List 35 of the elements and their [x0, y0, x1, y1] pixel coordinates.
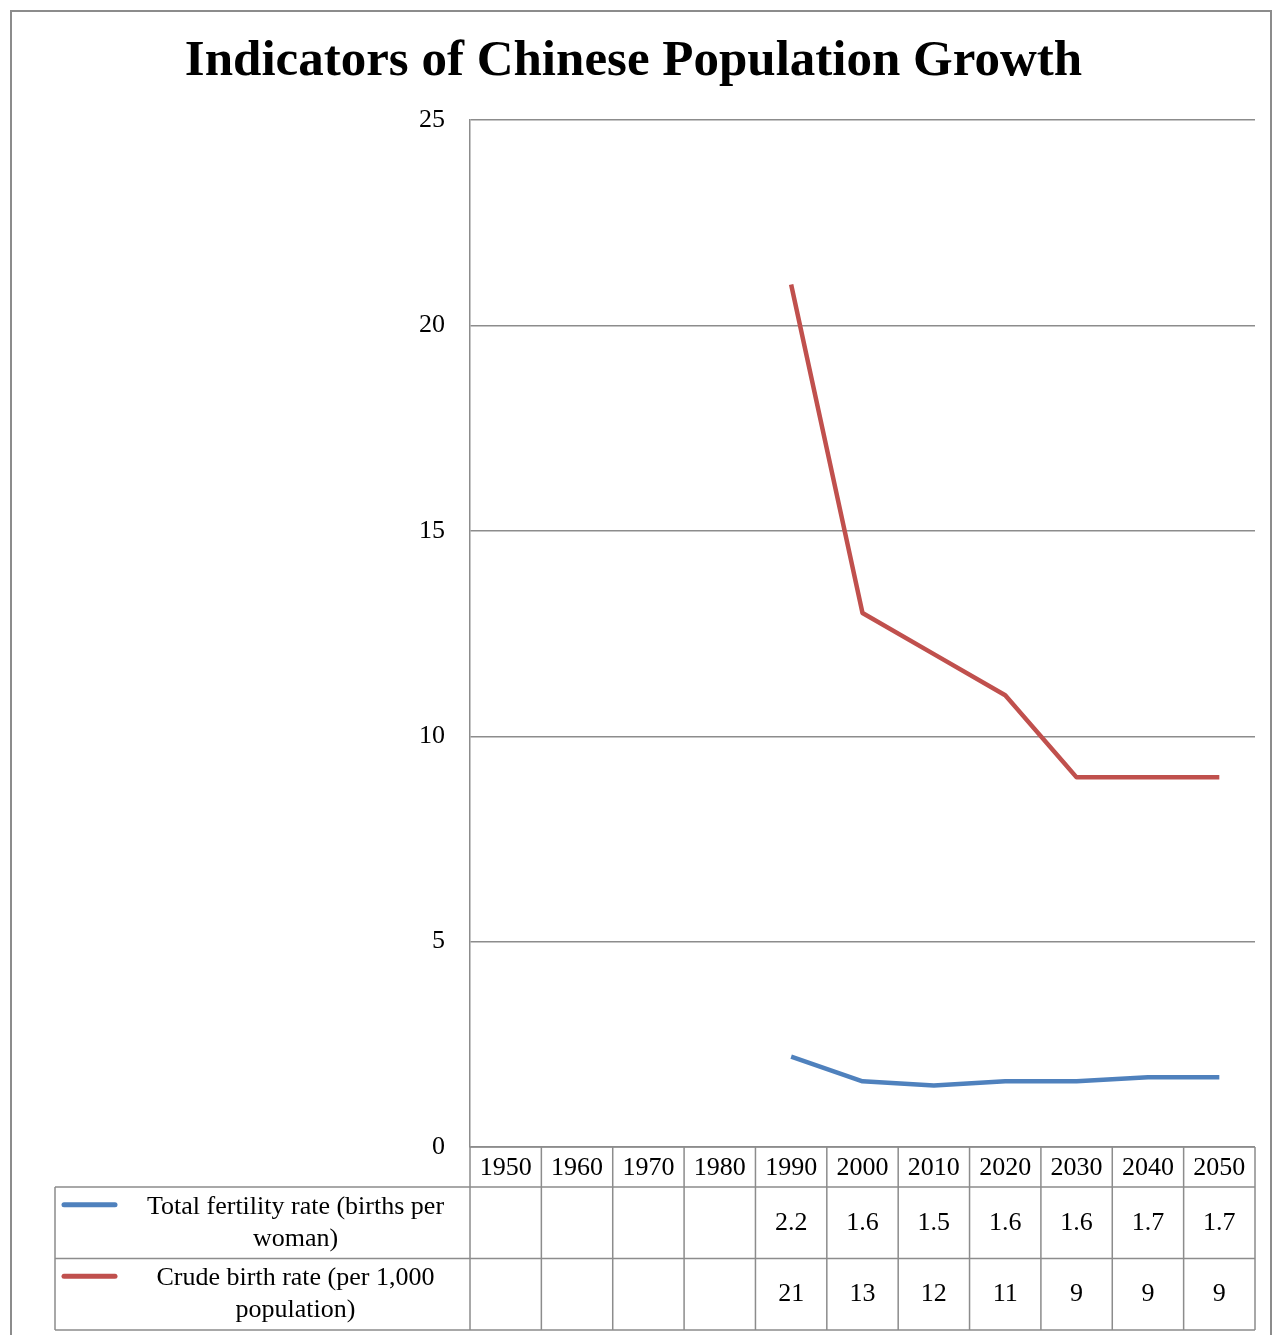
data-label: 21 [778, 1278, 805, 1308]
y-tick-label: 10 [419, 720, 445, 750]
x-tick-label: 1970 [622, 1152, 675, 1182]
x-tick-label: 2050 [1193, 1152, 1246, 1182]
data-label: 9 [1212, 1278, 1226, 1308]
x-tick-label: 2040 [1121, 1152, 1174, 1182]
data-label: 9 [1070, 1278, 1084, 1308]
x-tick-label: 2000 [836, 1152, 889, 1182]
x-tick-label: 2030 [1050, 1152, 1103, 1182]
data-label: 13 [849, 1278, 876, 1308]
data-label: 11 [992, 1278, 1018, 1308]
chart-frame: Indicators of Chinese Population Growth 1950 1960 1970 1980 1990 2000 2010 2020 2030 2040 2050 0 5 10 15 20 25 2.2 1.6 1.5 1.6 1.6 1.7 1.7 Total fertility rate (births per woman) 21 13 12 11 9 9 9 Crude birth rate (per 1,000 population) [10, 10, 1272, 1335]
x-tick-label: 1950 [479, 1152, 532, 1182]
data-label: 1.5 [917, 1206, 951, 1236]
y-tick-label: 25 [419, 104, 445, 134]
legend-label: Total fertility rate (births per woman) [146, 1190, 445, 1252]
data-label: 1.6 [846, 1206, 879, 1236]
data-label: 9 [1141, 1278, 1155, 1308]
x-tick-label: 1980 [693, 1152, 746, 1182]
x-tick-label: 1960 [551, 1152, 604, 1182]
y-tick-label: 5 [432, 925, 445, 955]
y-tick-label: 20 [419, 309, 445, 339]
data-label: 1.7 [1203, 1206, 1236, 1236]
y-tick-label: 15 [419, 514, 445, 544]
x-tick-label: 2020 [979, 1152, 1032, 1182]
y-tick-label: 0 [432, 1130, 445, 1160]
data-label: 1.6 [1060, 1206, 1093, 1236]
legend-label: Crude birth rate (per 1,000 population) [156, 1262, 435, 1324]
data-label: 1.7 [1131, 1206, 1165, 1236]
chart-title: Indicators of Chinese Population Growth [184, 29, 1083, 86]
x-tick-label: 2010 [907, 1152, 960, 1182]
data-label: 12 [920, 1278, 947, 1308]
x-tick-label: 1990 [765, 1152, 818, 1182]
data-label: 1.6 [988, 1206, 1022, 1236]
data-label: 2.2 [774, 1206, 808, 1236]
